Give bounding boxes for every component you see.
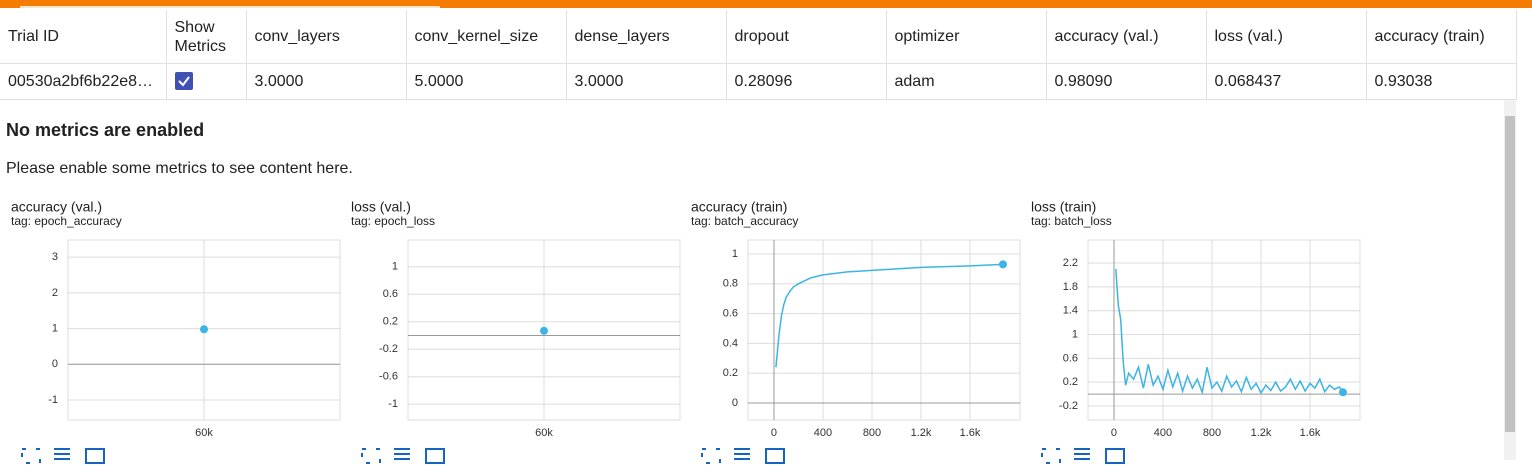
y-tick-label: 1 [1072,328,1078,340]
fit-icon[interactable] [425,448,445,464]
expand-icon[interactable] [701,448,721,464]
column-header[interactable]: optimizer [886,10,1047,64]
y-tick-label: 0.6 [1063,352,1078,364]
charts: accuracy (val.)tag: epoch_accuracy 3 2 1 0 -1… [11,199,1361,464]
y-tick-label: 1 [52,322,58,334]
y-tick-label: 0.6 [723,308,738,320]
expand-icon[interactable] [361,448,381,464]
column-header[interactable]: Trial ID [0,10,167,64]
chart-tag: tag: batch_loss [1031,214,1112,228]
cell: 0.98090 [1046,63,1207,100]
x-tick-label: 1.6k [960,427,981,439]
column-header[interactable]: dropout [726,10,887,64]
data-point [200,325,208,334]
header-row: Trial ID Show Metrics conv_layers conv_kern… [0,10,1517,64]
y-tick-label: 2 [52,287,58,299]
x-tick-label: 1.2k [911,427,932,439]
checkbox[interactable] [174,72,193,91]
cell: 0.93038 [1366,63,1517,100]
show-metrics-cell [166,63,247,100]
cell: adam [886,63,1047,100]
y-tick-label: 2.2 [1063,257,1078,269]
x-tick-label: 60k [195,427,213,439]
chart-title: accuracy (val.) [11,199,102,215]
x-tick-label: 800 [1203,427,1221,439]
cell: 0.068437 [1206,63,1367,100]
data-point [540,326,548,335]
y-tick-label: 0.2 [723,367,738,379]
chart-title: loss (train) [1031,199,1096,215]
column-header[interactable]: Show Metrics [166,10,247,64]
y-tick-label: 0.8 [723,278,738,290]
y-tick-label: 1.8 [1063,281,1078,293]
data-point [1338,388,1347,397]
series-line [775,263,1004,368]
plot-area [1087,239,1361,421]
x-tick-label: 400 [1154,427,1172,439]
y-tick-label: 3 [52,251,58,263]
x-tick-label: 400 [814,427,832,439]
cell: 5.0000 [406,63,567,100]
series-line [1115,268,1344,396]
chart-title: loss (val.) [351,199,411,215]
trial-id: 00530a2bf6b22e8… [0,63,167,100]
column-header[interactable]: accuracy (val.) [1046,10,1207,64]
y-tick-label: 0.2 [383,316,398,328]
y-tick-label: 0.2 [1063,376,1078,388]
scrollbar[interactable] [1504,100,1516,460]
chart-tag: tag: epoch_accuracy [11,214,122,228]
fit-icon[interactable] [85,448,105,464]
expand-icon[interactable] [21,448,41,464]
column-header[interactable]: conv_layers [246,10,407,64]
y-tick-label: -0.6 [379,371,398,383]
column-header[interactable]: conv_kernel_size [406,10,567,64]
x-tick-label: 60k [535,427,553,439]
cell: 3.0000 [246,63,407,100]
top-bar [0,0,1532,8]
x-tick-label: 0 [1111,427,1117,439]
chart-tag: tag: batch_accuracy [691,214,798,228]
fit-icon[interactable] [1105,448,1125,464]
expand-icon[interactable] [1041,448,1061,464]
y-tick-label: 0.6 [383,288,398,300]
data-point [998,260,1007,269]
data-row: 00530a2bf6b22e8… 3.0000 5.0000 3.0000 0.2809… [0,63,1517,100]
y-tick-label: 0 [52,358,58,370]
column-header[interactable]: loss (val.) [1206,10,1367,64]
cell: 0.28096 [726,63,887,100]
y-tick-label: 1.4 [1063,305,1078,317]
column-header[interactable]: accuracy (train) [1366,10,1517,64]
y-tick-label: 1 [732,248,738,260]
y-tick-label: -1 [48,394,58,406]
x-tick-label: 1.6k [1300,427,1321,439]
y-tick-label: 0 [732,397,738,409]
chart-tag: tag: epoch_loss [351,214,435,228]
message-body: Please enable some metrics to see conten… [6,160,353,177]
y-tick-label: -1 [388,398,398,410]
y-tick-label: 0.4 [723,337,738,349]
x-tick-label: 800 [863,427,881,439]
plot-area [747,239,1021,421]
y-tick-label: -0.2 [379,343,398,355]
hparams-table: Trial ID Show Metrics conv_layers conv_kern… [0,10,1517,100]
message-title: No metrics are enabled [6,120,205,140]
chart-title: accuracy (train) [691,199,787,215]
column-header[interactable]: dense_layers [566,10,727,64]
fit-icon[interactable] [765,448,785,464]
cell: 3.0000 [566,63,727,100]
x-tick-label: 1.2k [1251,427,1272,439]
y-tick-label: -0.2 [1059,400,1078,412]
y-tick-label: 1 [392,261,398,273]
x-tick-label: 0 [771,427,777,439]
